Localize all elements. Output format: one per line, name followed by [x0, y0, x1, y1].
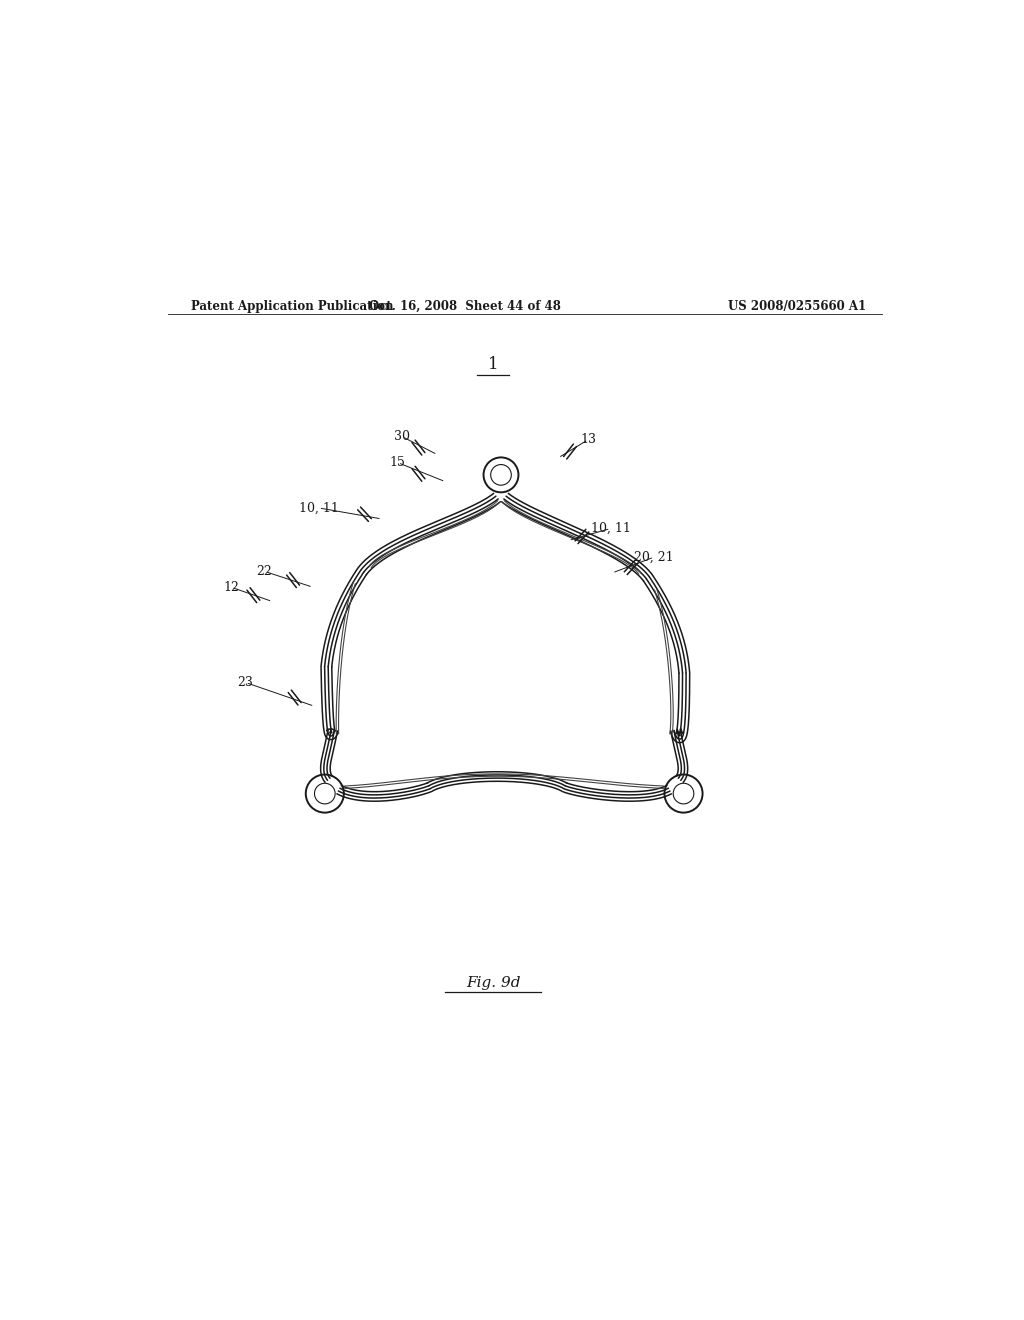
- Text: Fig. 9d: Fig. 9d: [466, 975, 520, 990]
- Text: 1: 1: [487, 356, 499, 374]
- Text: 30: 30: [394, 430, 410, 444]
- Text: 10, 11: 10, 11: [299, 502, 338, 515]
- Text: US 2008/0255660 A1: US 2008/0255660 A1: [728, 300, 866, 313]
- Text: 12: 12: [223, 581, 240, 594]
- Text: Patent Application Publication: Patent Application Publication: [191, 300, 394, 313]
- Text: 20, 21: 20, 21: [634, 550, 674, 564]
- Text: 10, 11: 10, 11: [591, 521, 631, 535]
- Text: 15: 15: [390, 457, 406, 469]
- Text: 22: 22: [257, 565, 272, 578]
- Text: Oct. 16, 2008  Sheet 44 of 48: Oct. 16, 2008 Sheet 44 of 48: [370, 300, 561, 313]
- Text: 23: 23: [238, 676, 253, 689]
- Text: 13: 13: [581, 433, 596, 446]
